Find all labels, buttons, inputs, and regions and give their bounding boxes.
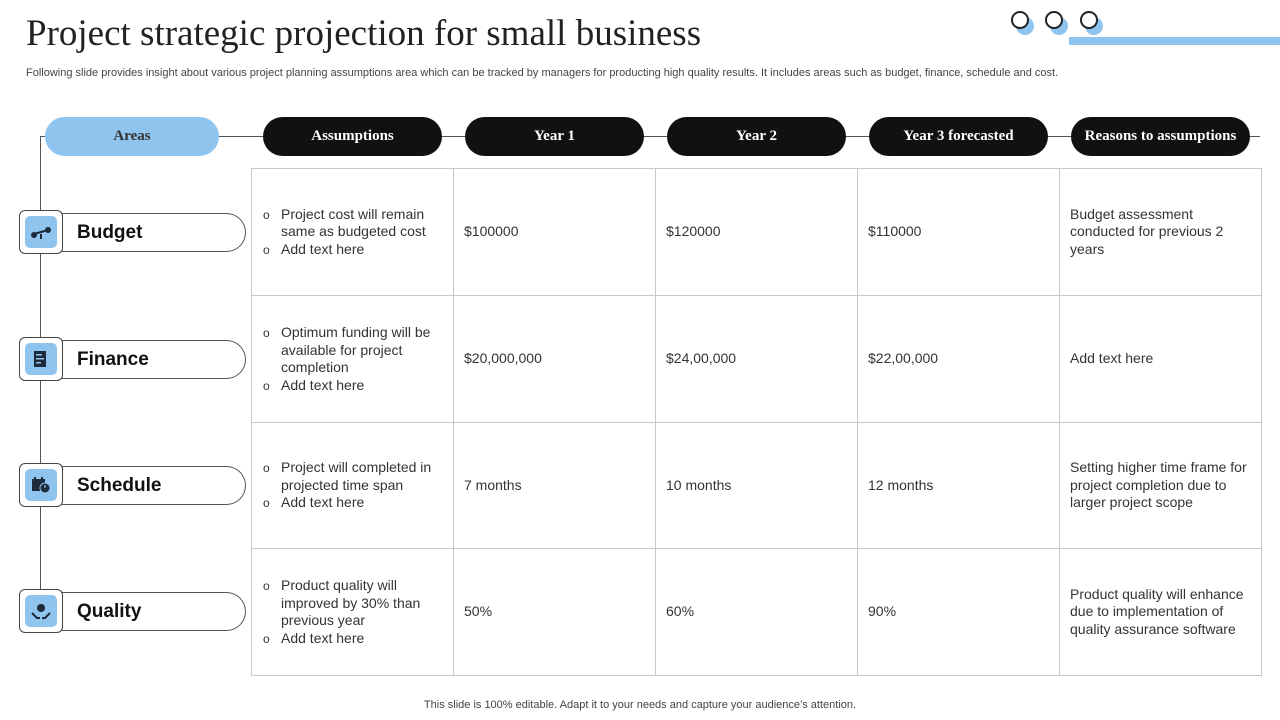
area-label-schedule: Schedule [27,466,246,505]
assumptions-cell: Product quality will improved by 30% tha… [251,548,454,676]
decorative-bar [1069,37,1280,45]
reasons-header: Reasons to assumptions [1071,117,1250,156]
schedule-icon-box [19,463,63,507]
year2-cell: $120000 [655,168,858,296]
reason-cell: Setting higher time frame for project co… [1059,422,1262,549]
assumption-item: Add text here [262,494,441,512]
year2-header: Year 2 [667,117,846,156]
year3-cell: $22,00,000 [857,295,1060,423]
finance-document-icon [25,343,57,375]
reason-cell: Budget assessment conducted for previous… [1059,168,1262,296]
year1-cell: 7 months [453,422,656,549]
table-row-schedule: Project will completed in projected time… [251,422,1262,549]
assumption-item: Project cost will remain same as budgete… [262,206,441,241]
area-label-text: Budget [77,222,143,243]
reason-cell: Product quality will enhance due to impl… [1059,548,1262,676]
area-label-budget: Budget [27,213,246,252]
reason-cell: Add text here [1059,295,1262,423]
scale-money-icon [25,216,57,248]
assumption-item: Product quality will improved by 30% tha… [262,577,441,630]
area-label-quality: Quality [27,592,246,631]
table-row-quality: Product quality will improved by 30% tha… [251,548,1262,676]
table-row-finance: Optimum funding will be available for pr… [251,295,1262,423]
year3-header: Year 3 forecasted [869,117,1048,156]
year2-cell: $24,00,000 [655,295,858,423]
finance-icon-box [19,337,63,381]
assumption-item: Add text here [262,241,441,259]
year3-cell: 90% [857,548,1060,676]
assumptions-cell: Optimum funding will be available for pr… [251,295,454,423]
year2-cell: 60% [655,548,858,676]
year2-cell: 10 months [655,422,858,549]
page-subtitle: Following slide provides insight about v… [26,67,1059,79]
year1-cell: $20,000,000 [453,295,656,423]
page-title: Project strategic projection for small b… [26,13,702,54]
area-label-text: Quality [77,601,142,622]
assumptions-header: Assumptions [263,117,442,156]
year3-cell: 12 months [857,422,1060,549]
year3-cell: $110000 [857,168,1060,296]
calendar-clock-icon [25,469,57,501]
assumption-item: Add text here [262,630,441,648]
quality-icon-box [19,589,63,633]
year1-header: Year 1 [465,117,644,156]
year1-cell: $100000 [453,168,656,296]
assumptions-cell: Project cost will remain same as budgete… [251,168,454,296]
decorative-circle [1045,11,1063,29]
assumptions-cell: Project will completed in projected time… [251,422,454,549]
area-label-finance: Finance [27,340,246,379]
decorative-circle [1080,11,1098,29]
area-label-text: Schedule [77,475,162,496]
footer-note: This slide is 100% editable. Adapt it to… [423,699,857,711]
assumption-item: Project will completed in projected time… [262,459,441,494]
assumption-item: Add text here [262,377,441,395]
area-label-text: Finance [77,349,149,370]
table-row-budget: Project cost will remain same as budgete… [251,168,1262,296]
quality-hands-icon [25,595,57,627]
projection-table: Project cost will remain same as budgete… [251,168,1262,676]
assumption-item: Optimum funding will be available for pr… [262,324,441,377]
decorative-circle [1011,11,1029,29]
budget-icon-box [19,210,63,254]
year1-cell: 50% [453,548,656,676]
areas-header: Areas [45,117,219,156]
